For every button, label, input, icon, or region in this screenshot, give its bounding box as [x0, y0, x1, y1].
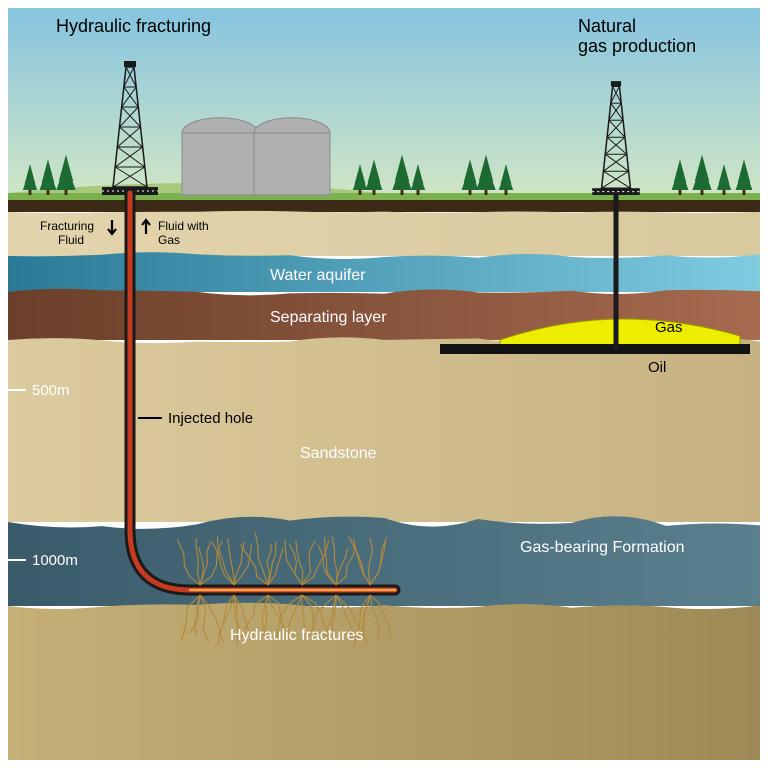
depth-label: 1000m — [32, 552, 78, 569]
label: Fluid with — [158, 219, 209, 233]
label: Water aquifer — [270, 267, 366, 284]
gas-label: Gas — [655, 319, 683, 336]
soil-band — [8, 200, 760, 212]
layer-bedrock — [8, 603, 760, 760]
label: gas production — [578, 36, 696, 56]
tank-body — [182, 133, 258, 195]
label: Fracturing — [40, 219, 94, 233]
label: Gas — [158, 233, 180, 247]
label: Fluid — [58, 233, 84, 247]
layer-topsoil — [8, 211, 760, 256]
label: Sandstone — [300, 445, 377, 462]
title-right: Natural — [578, 16, 636, 36]
injected-hole-label: Injected hole — [168, 410, 253, 427]
title-left: Hydraulic fracturing — [56, 16, 211, 36]
depth-label: 500m — [32, 382, 70, 399]
tank-body — [254, 133, 330, 195]
label: Gas-bearing Formation — [520, 539, 685, 556]
oil-label: Oil — [648, 359, 666, 376]
layer-aquifer — [8, 252, 760, 292]
oil-band — [440, 344, 750, 354]
hydraulic-fractures-label: Hydraulic fractures — [230, 627, 363, 644]
label: Separating layer — [270, 309, 387, 326]
fracking-diagram: Water aquifer Separating layer Sandstone Ga… — [0, 0, 768, 768]
